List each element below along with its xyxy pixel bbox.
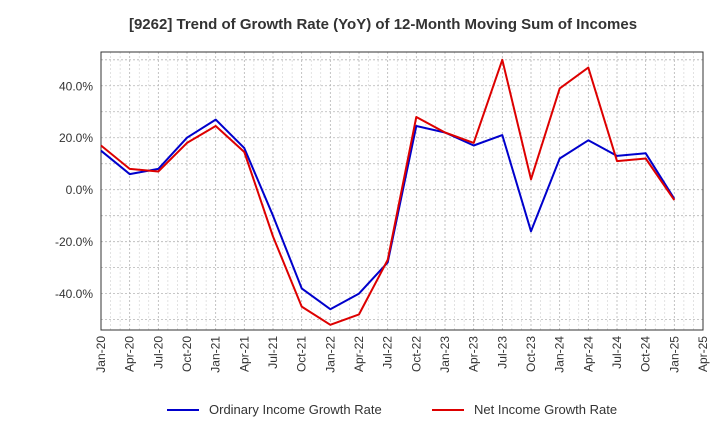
x-tick-label: Apr-24 [581, 336, 595, 372]
x-tick-label: Jan-25 [667, 336, 681, 373]
x-tick-label: Jul-21 [266, 336, 280, 369]
y-tick-label: 0.0% [66, 183, 94, 197]
x-tick-label: Jan-20 [94, 336, 108, 373]
x-tick-label: Oct-22 [409, 336, 423, 372]
plot-border [100, 51, 704, 331]
y-tick-label: 40.0% [59, 79, 93, 93]
x-tick-label: Jan-24 [553, 336, 567, 373]
x-tick-label: Apr-20 [123, 336, 137, 372]
x-tick-label: Oct-24 [639, 336, 653, 372]
x-tick-label: Jan-22 [323, 336, 337, 373]
x-tick-label: Jul-24 [610, 336, 624, 369]
legend-label-2: Net Income Growth Rate [474, 402, 617, 417]
x-tick-label: Oct-21 [295, 336, 309, 372]
x-tick-label: Jan-23 [438, 336, 452, 373]
legend-label-1: Ordinary Income Growth Rate [209, 402, 382, 417]
axis-layer: -40.0% -20.0% 0.0% 20.0% 40.0% Jan-20 Apr-20 Ju… [55, 51, 710, 373]
y-tick-label: -20.0% [55, 235, 93, 249]
x-tick-label: Jul-22 [381, 336, 395, 369]
y-tick-label: -40.0% [55, 287, 93, 301]
x-tick-label: Apr-22 [352, 336, 366, 372]
series-line-2 [100, 58, 676, 326]
x-tick-label: Apr-21 [237, 336, 251, 372]
y-tick-label: 20.0% [59, 131, 93, 145]
x-tick-label: Oct-20 [180, 336, 194, 372]
legend: Ordinary Income Growth Rate Net Income Gr… [167, 402, 617, 417]
x-tick-label: Oct-23 [524, 336, 538, 372]
grid-layer [101, 52, 703, 330]
x-tick-label: Jan-21 [209, 336, 223, 373]
x-tick-label: Jul-23 [495, 336, 509, 369]
series-layer [100, 58, 676, 326]
x-tick-label: Jul-20 [151, 336, 165, 369]
x-tick-label: Apr-25 [696, 336, 710, 372]
series-line-1 [100, 118, 676, 311]
x-tick-label: Apr-23 [467, 336, 481, 372]
chart-title: [9262] Trend of Growth Rate (YoY) of 12-… [129, 16, 637, 33]
